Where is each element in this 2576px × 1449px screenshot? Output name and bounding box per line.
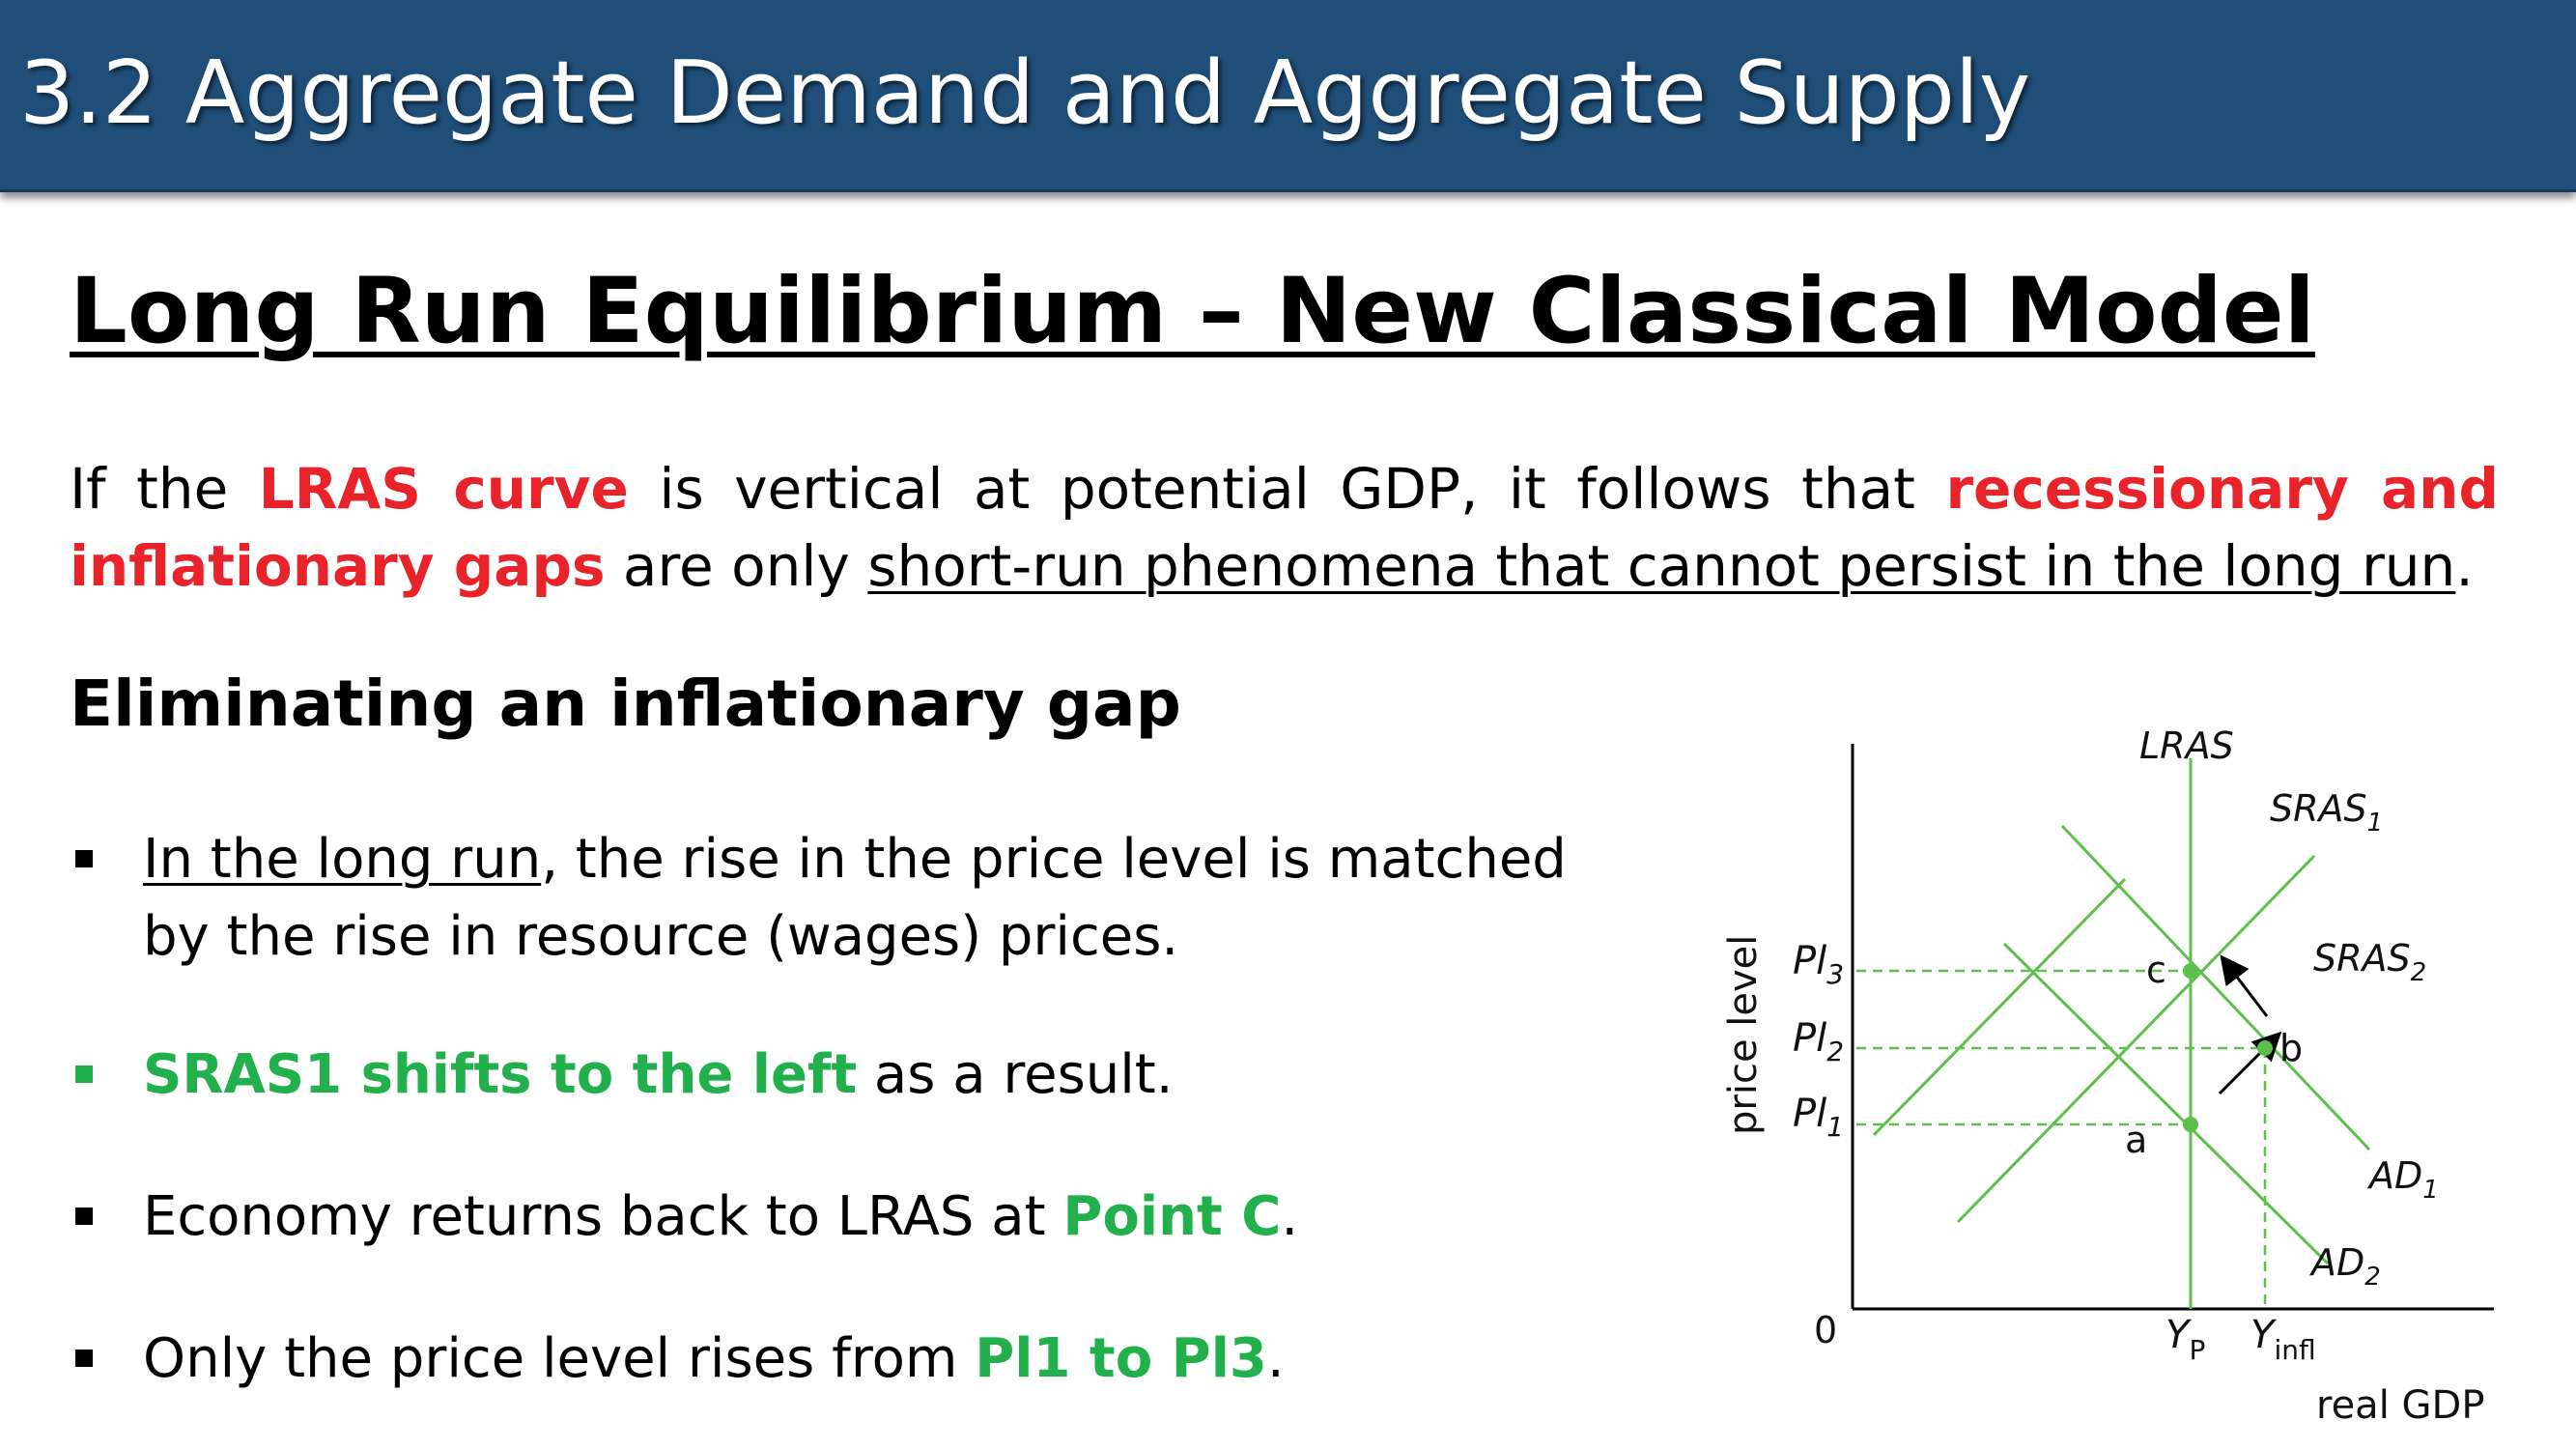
bullet-2-text: as a result. — [857, 1043, 1174, 1106]
point-b-marker — [2257, 1040, 2273, 1056]
lras-label: LRAS — [2139, 724, 2234, 767]
bullet-2-green: SRAS1 shifts to the left — [143, 1043, 858, 1106]
point-a-marker — [2183, 1117, 2198, 1132]
slide-header: 3.2 Aggregate Demand and Aggregate Suppl… — [0, 0, 2576, 192]
bullet-2: SRAS1 shifts to the left as a result. — [70, 1037, 1615, 1114]
pl3-label: Pl3 — [1793, 939, 1844, 990]
sras1-label: SRAS1 — [2270, 787, 2383, 838]
x-axis-label: real GDP — [2316, 1383, 2484, 1428]
intro-text-4: . — [2455, 533, 2474, 599]
ad1-curve — [2060, 824, 2371, 1151]
bullet-marker — [75, 1350, 93, 1367]
shift-arrow-b-to-c — [2220, 954, 2269, 1017]
bullet-marker — [75, 850, 93, 867]
origin-label: 0 — [1814, 1309, 1837, 1351]
pl1-label: Pl1 — [1793, 1092, 1844, 1143]
ad1-label: AD1 — [2366, 1154, 2439, 1205]
point-c-marker — [2183, 963, 2198, 979]
bullet-marker — [75, 1208, 93, 1225]
point-b-label: b — [2279, 1027, 2303, 1069]
bullet-marker — [75, 1065, 93, 1083]
bullet-4: Only the price level rises from Pl1 to P… — [70, 1321, 1615, 1398]
ad2-curve — [2002, 942, 2330, 1265]
intro-gaps: recessionary and inflationary gaps — [70, 456, 2499, 599]
intro-lras-curve: LRAS curve — [258, 456, 629, 522]
bullet-3: Economy returns back to LRAS at Point C. — [70, 1179, 1615, 1256]
slide-title: Long Run Equilibrium – New Classical Mod… — [70, 259, 2315, 364]
intro-paragraph: If the LRAS curve is vertical at potenti… — [70, 450, 2499, 605]
point-a-label: a — [2125, 1119, 2147, 1161]
bullet-3-post: . — [1281, 1185, 1299, 1248]
sras1-curve — [1956, 854, 2316, 1224]
yp-label: YP — [2166, 1313, 2205, 1366]
bullet-1-text: , the rise in the price level is matched… — [143, 828, 1567, 968]
bullet-3-text: Economy returns back to LRAS at — [143, 1185, 1063, 1248]
sras2-label: SRAS2 — [2313, 937, 2426, 987]
intro-text-2: is vertical at potential GDP, it follows… — [628, 456, 1946, 522]
yinfl-label: Yinfl — [2250, 1313, 2316, 1366]
header-title: 3.2 Aggregate Demand and Aggregate Suppl… — [19, 43, 2031, 144]
pl2-label: Pl2 — [1793, 1016, 1844, 1067]
subheading: Eliminating an inflationary gap — [70, 667, 1181, 741]
ad-as-diagram: LRAS SRAS1 SRAS2 AD1 AD2 Pl3 Pl2 Pl1 c b… — [1721, 724, 2494, 1428]
bullet-3-green: Point C — [1062, 1185, 1282, 1248]
bullet-4-green: Pl1 to Pl3 — [975, 1327, 1267, 1390]
bullet-1-underlined: In the long run — [143, 828, 542, 891]
sras2-curve — [1872, 877, 2127, 1137]
point-c-label: c — [2146, 949, 2166, 991]
intro-text-3: are only — [605, 533, 868, 599]
intro-underlined: short-run phenomena that cannot persist … — [867, 533, 2456, 599]
ad2-label: AD2 — [2308, 1241, 2381, 1292]
bullet-1: In the long run, the rise in the price l… — [70, 821, 1615, 976]
bullet-4-text: Only the price level rises from — [143, 1327, 976, 1390]
bullet-4-post: . — [1266, 1327, 1285, 1390]
intro-text-1: If the — [70, 456, 259, 522]
y-axis-label: price level — [1721, 935, 1766, 1135]
